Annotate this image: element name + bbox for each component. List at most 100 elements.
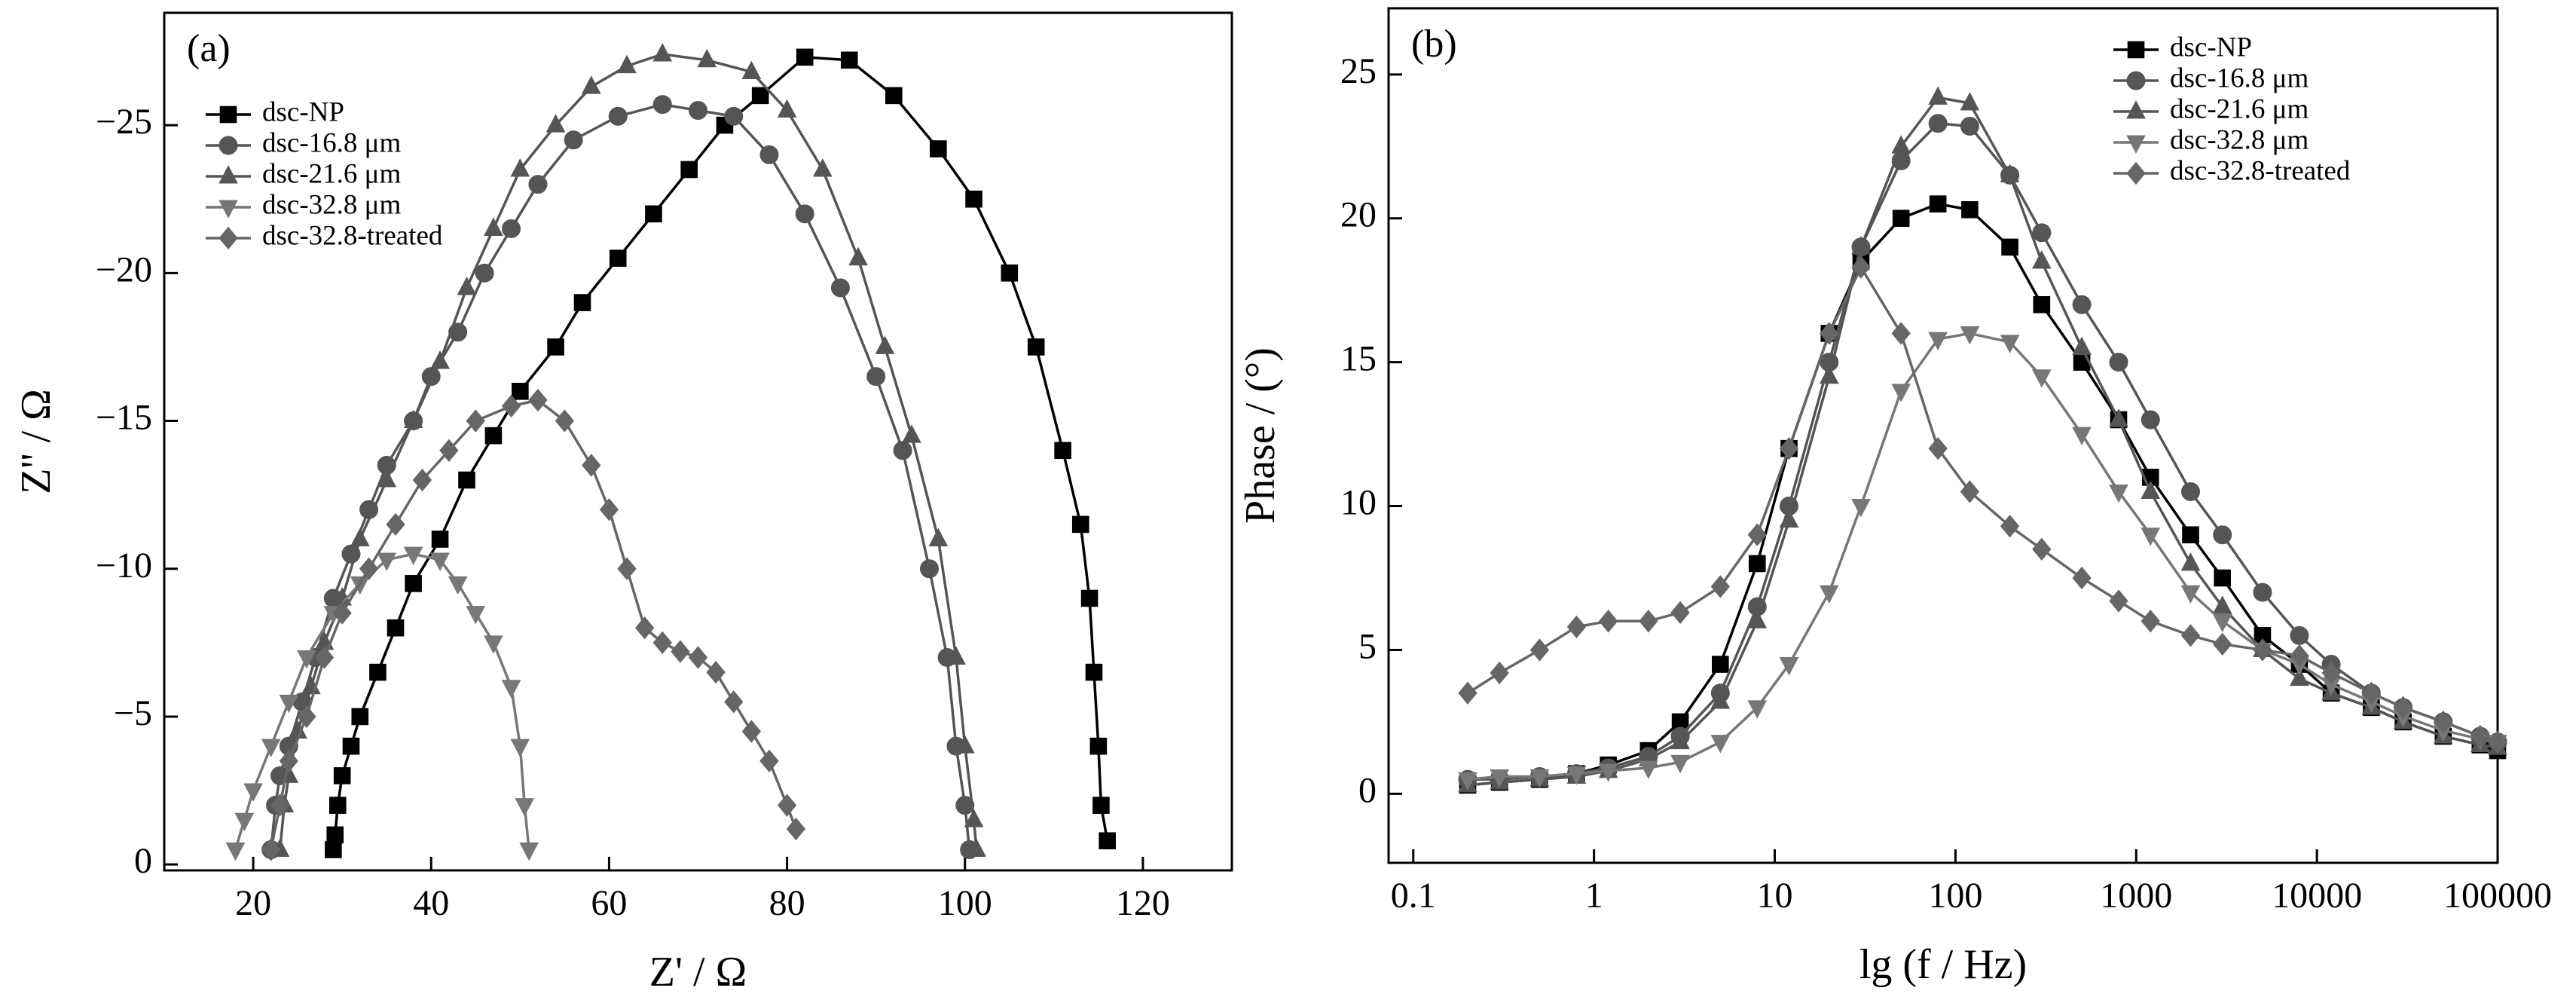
marker xyxy=(1458,681,1477,705)
marker xyxy=(412,468,432,492)
marker xyxy=(609,249,627,268)
marker xyxy=(1080,589,1099,607)
x-tick-label: 40 xyxy=(413,883,449,923)
marker xyxy=(2180,552,2201,571)
marker xyxy=(270,794,290,817)
marker xyxy=(297,705,316,729)
marker xyxy=(1928,86,1948,105)
legend-marker xyxy=(2127,41,2145,59)
marker xyxy=(1928,332,1948,350)
marker xyxy=(387,619,405,637)
marker xyxy=(430,350,450,369)
marker xyxy=(225,842,246,861)
marker xyxy=(1960,117,1979,136)
marker xyxy=(2141,480,2161,499)
marker xyxy=(1566,766,1587,785)
marker xyxy=(1819,365,1839,384)
marker xyxy=(724,106,744,126)
marker xyxy=(261,738,281,758)
marker xyxy=(582,454,601,477)
y-tick-label: −20 xyxy=(96,249,152,289)
marker xyxy=(1891,322,1911,345)
marker xyxy=(439,439,459,462)
marker xyxy=(928,527,949,546)
y-tick-label: 5 xyxy=(1358,626,1377,666)
marker xyxy=(1099,832,1116,850)
marker xyxy=(2213,525,2232,545)
marker xyxy=(706,660,726,684)
marker xyxy=(2032,250,2052,269)
marker xyxy=(848,246,868,266)
marker xyxy=(2393,696,2413,719)
marker xyxy=(795,204,814,224)
marker xyxy=(2361,681,2381,705)
marker xyxy=(2253,583,2272,602)
marker xyxy=(1639,610,1658,633)
marker xyxy=(1851,499,1871,518)
x-tick-label: 20 xyxy=(235,883,271,923)
marker xyxy=(796,48,814,66)
marker xyxy=(484,635,503,654)
marker xyxy=(930,140,947,157)
y-tick-label: −5 xyxy=(114,693,152,733)
x-tick-label: 60 xyxy=(591,883,627,923)
marker xyxy=(510,738,530,758)
marker xyxy=(1892,209,1910,228)
marker xyxy=(2488,730,2507,754)
marker xyxy=(1779,509,1799,528)
marker xyxy=(547,338,564,356)
marker xyxy=(751,87,769,105)
marker xyxy=(1670,730,1690,750)
marker xyxy=(724,690,744,714)
marker xyxy=(2212,595,2232,614)
legend-marker xyxy=(218,200,238,219)
marker xyxy=(741,60,762,79)
y-tick-label: 20 xyxy=(1340,195,1377,235)
marker xyxy=(501,680,521,699)
y-tick-label: −15 xyxy=(96,398,152,438)
marker xyxy=(2000,515,2020,538)
marker xyxy=(386,512,405,537)
x-tick-label: 10 xyxy=(1757,876,1793,916)
marker xyxy=(1747,523,1767,546)
marker xyxy=(1891,384,1911,402)
marker xyxy=(279,749,298,772)
marker xyxy=(448,576,468,595)
marker xyxy=(2213,632,2232,656)
marker xyxy=(1529,638,1550,662)
panel-label: (b) xyxy=(1411,23,1457,66)
marker xyxy=(342,737,360,755)
marker xyxy=(955,796,975,815)
marker xyxy=(510,158,530,177)
marker xyxy=(697,48,717,68)
y-tick-label: 15 xyxy=(1340,339,1377,379)
marker xyxy=(885,87,903,105)
marker xyxy=(1490,769,1510,788)
marker xyxy=(519,842,539,861)
marker xyxy=(545,114,566,133)
marker xyxy=(2032,223,2052,243)
legend-marker xyxy=(2126,71,2146,90)
marker xyxy=(689,100,707,120)
x-tick-label: 1 xyxy=(1585,876,1603,916)
x-axis-label: lg (f / Hz) xyxy=(1859,941,2027,988)
marker xyxy=(759,145,779,164)
marker xyxy=(617,557,637,580)
legend-label: dsc-32.8 μm xyxy=(262,189,401,220)
marker xyxy=(405,575,422,592)
marker xyxy=(1089,737,1108,755)
marker xyxy=(314,646,335,669)
marker xyxy=(777,99,797,118)
marker xyxy=(430,552,450,571)
marker xyxy=(1747,610,1768,628)
marker xyxy=(1092,797,1110,814)
y-axis-label: Z'' / Ω xyxy=(13,389,60,494)
x-tick-label: 1000 xyxy=(2100,876,2172,916)
marker xyxy=(812,158,833,177)
marker xyxy=(2001,238,2018,256)
marker xyxy=(1054,442,1071,460)
series-line xyxy=(332,56,1109,850)
marker xyxy=(581,75,601,94)
marker xyxy=(902,424,921,443)
marker xyxy=(403,546,423,565)
